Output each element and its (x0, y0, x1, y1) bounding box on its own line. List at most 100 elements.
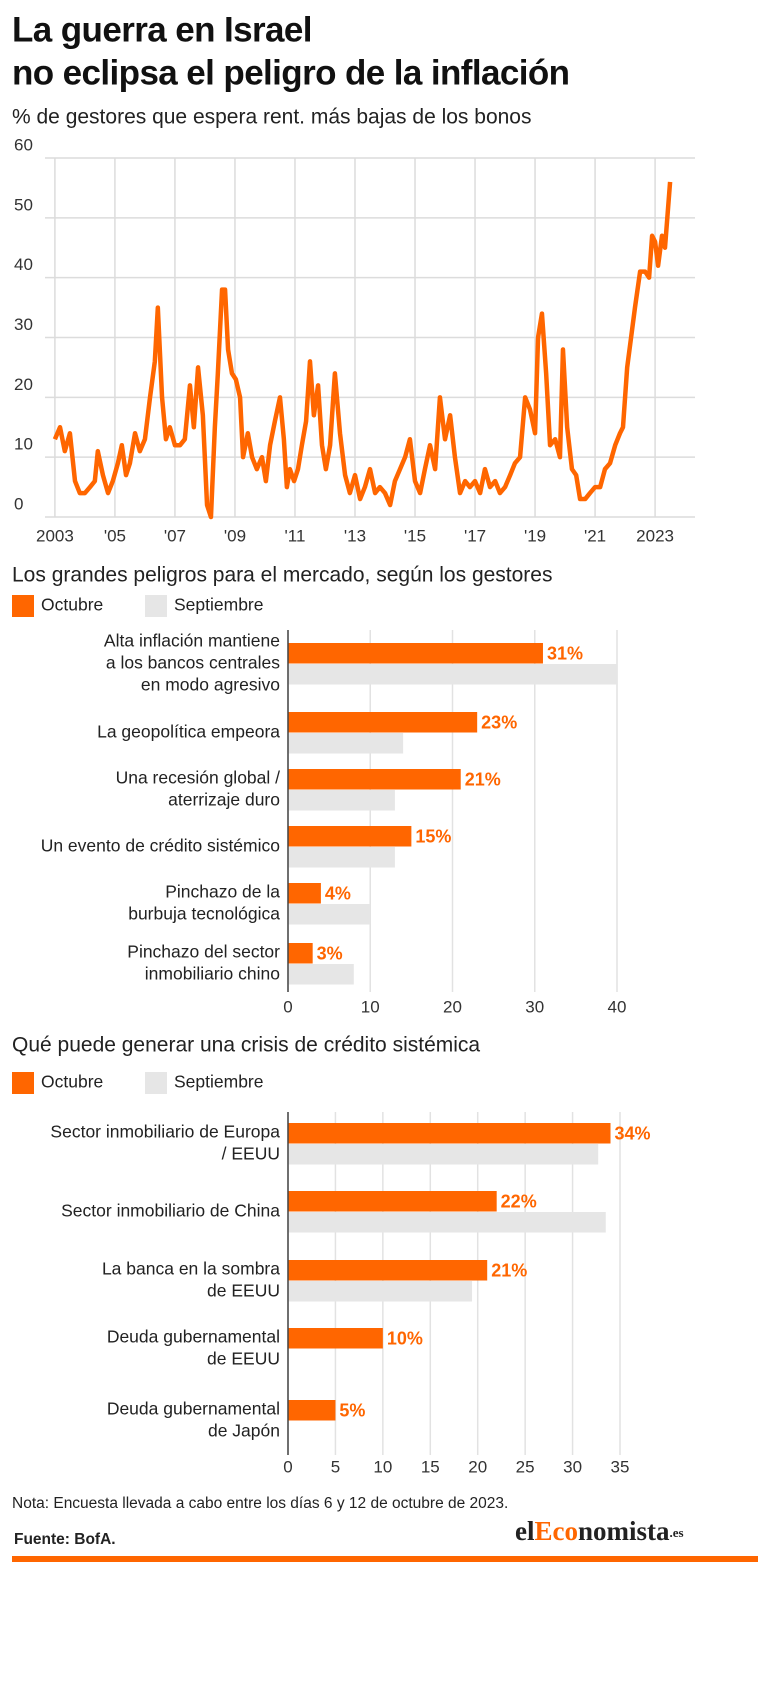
x-tick-label: '17 (464, 526, 486, 545)
x-tick-label: '09 (224, 526, 246, 545)
footer-bar (12, 1556, 758, 1562)
y-tick-label: 60 (14, 135, 33, 154)
x-tick-label: 30 (563, 1457, 582, 1476)
x-tick-label: 25 (516, 1457, 535, 1476)
legend-label: Septiembre (174, 1072, 264, 1092)
data-line (52, 181, 673, 520)
category-label: / EEUU (222, 1144, 280, 1164)
bar (288, 964, 354, 985)
bar (288, 1281, 473, 1302)
x-tick-label: 15 (421, 1457, 440, 1476)
category-label: inmobiliario chino (145, 964, 280, 984)
y-tick-label: 30 (14, 315, 33, 334)
y-tick-label: 50 (14, 195, 33, 214)
legend-label: Septiembre (174, 595, 264, 615)
bar (288, 664, 617, 685)
value-label: 31% (547, 643, 583, 663)
value-label: 21% (465, 769, 501, 789)
bar (288, 643, 543, 664)
bar (288, 1260, 488, 1281)
x-tick-label: 30 (525, 997, 544, 1016)
value-label: 10% (387, 1328, 423, 1348)
x-tick-label: '13 (344, 526, 366, 545)
bar (288, 1191, 497, 1212)
bar (288, 790, 395, 811)
logo: elEconomista.es (515, 1516, 684, 1546)
category-label: de EEUU (207, 1349, 280, 1369)
value-label: 15% (415, 826, 451, 846)
category-label: Deuda gubernamental (107, 1399, 280, 1419)
legend-swatch (145, 595, 167, 617)
note: Nota: Encuesta llevada a cabo entre los … (12, 1495, 508, 1512)
x-tick-label: 5 (331, 1457, 340, 1476)
x-tick-label: '21 (584, 526, 606, 545)
value-label: 34% (615, 1123, 651, 1143)
chart-title: no eclipsa el peligro de la inflación (12, 53, 569, 92)
x-tick-label: '07 (164, 526, 186, 545)
x-tick-label: 2023 (636, 526, 674, 545)
x-tick-label: '05 (104, 526, 126, 545)
y-tick-label: 40 (14, 255, 33, 274)
category-label: Una recesión global / (116, 768, 281, 788)
category-label: burbuja tecnológica (128, 904, 280, 924)
legend-label: Octubre (41, 595, 103, 615)
category-label: Sector inmobiliario de China (61, 1201, 280, 1221)
legend-swatch (12, 1072, 34, 1094)
x-tick-label: 20 (468, 1457, 487, 1476)
category-label: aterrizaje duro (168, 790, 280, 810)
x-tick-label: 0 (283, 997, 292, 1016)
value-label: 21% (491, 1260, 527, 1280)
category-label: Pinchazo del sector (127, 942, 280, 962)
legend-swatch (12, 595, 34, 617)
category-label: Deuda gubernamental (107, 1327, 280, 1347)
value-label: 5% (339, 1400, 365, 1420)
category-label: La banca en la sombra (102, 1259, 280, 1279)
legend-swatch (145, 1072, 167, 1094)
bar (288, 733, 404, 754)
bar (288, 712, 478, 733)
chart-subtitle: % de gestores que espera rent. más bajas… (12, 106, 531, 129)
category-label: en modo agresivo (141, 675, 280, 695)
bar (288, 883, 321, 904)
category-label: a los bancos centrales (106, 653, 280, 673)
y-tick-label: 20 (14, 375, 33, 394)
logo-part: .es (670, 1525, 684, 1540)
bar (288, 943, 313, 964)
chart-title: La guerra en Israel (12, 10, 312, 49)
bar (288, 1123, 611, 1144)
source: Fuente: BofA. (14, 1531, 116, 1548)
x-tick-label: '19 (524, 526, 546, 545)
bar (288, 847, 395, 868)
logo-part: el (515, 1516, 535, 1546)
legend-label: Octubre (41, 1072, 103, 1092)
x-tick-label: 35 (611, 1457, 630, 1476)
y-tick-label: 0 (14, 494, 23, 513)
value-label: 22% (501, 1191, 537, 1211)
x-tick-label: 0 (283, 1457, 292, 1476)
bar (288, 826, 412, 847)
value-label: 23% (481, 712, 517, 732)
value-label: 4% (325, 883, 351, 903)
bar (288, 904, 371, 925)
x-tick-label: 20 (443, 997, 462, 1016)
x-tick-label: '11 (285, 526, 306, 545)
x-tick-label: 10 (373, 1457, 392, 1476)
category-label: Alta inflación mantiene (104, 631, 280, 651)
bar (288, 769, 461, 790)
category-label: de Japón (208, 1421, 280, 1441)
bar (288, 1212, 606, 1233)
bar (288, 1400, 336, 1421)
bar (288, 1144, 599, 1165)
category-label: Un evento de crédito sistémico (41, 836, 280, 856)
logo-part: Eco (535, 1516, 579, 1546)
logo-part: nomista (578, 1516, 670, 1546)
category-label: Pinchazo de la (165, 882, 280, 902)
category-label: de EEUU (207, 1281, 280, 1301)
chart-title: Qué puede generar una crisis de crédito … (12, 1034, 480, 1057)
value-label: 3% (317, 943, 343, 963)
bar (288, 1328, 383, 1349)
category-label: Sector inmobiliario de Europa (50, 1122, 280, 1142)
category-label: La geopolítica empeora (97, 722, 280, 742)
x-tick-label: 10 (361, 997, 380, 1016)
